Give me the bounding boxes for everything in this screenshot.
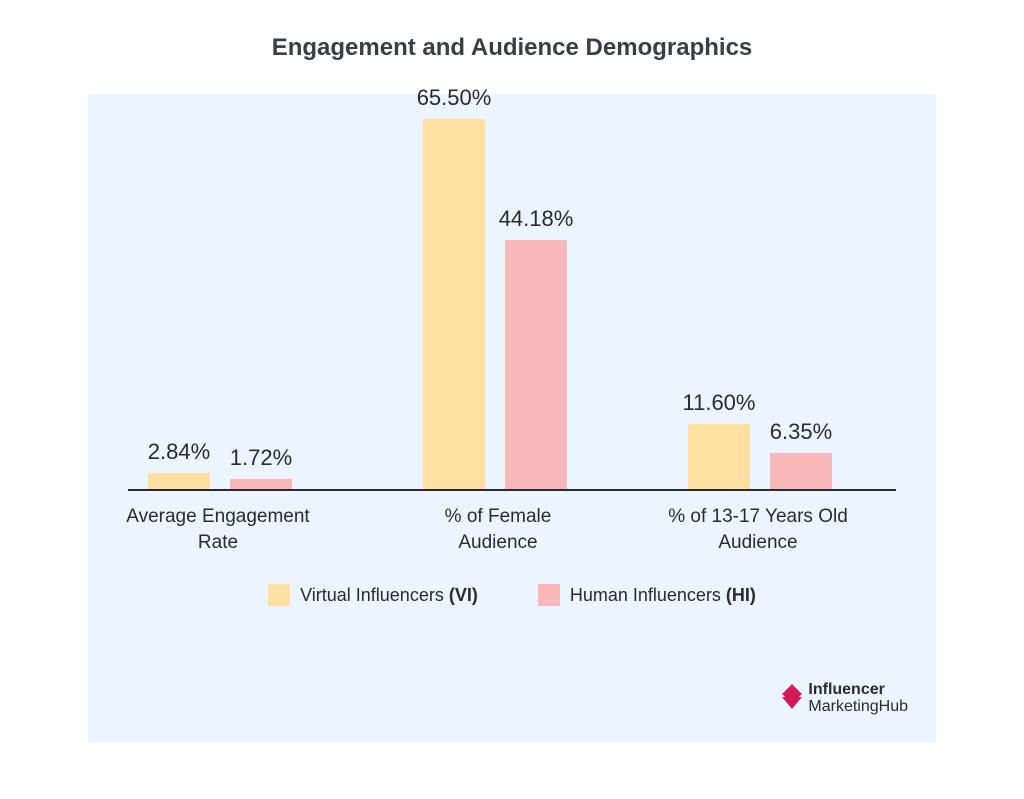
legend-text: Human Influencers	[570, 585, 726, 605]
bar-hi-engagement	[230, 479, 292, 489]
category-label-line: % of 13-17 Years Old	[668, 506, 848, 527]
bar-label-hi-age1317: 6.35%	[741, 419, 861, 445]
brand-line2: MarketingHub	[808, 698, 908, 715]
legend: Virtual Influencers (VI) Human Influence…	[88, 584, 936, 606]
category-label-line: Audience	[718, 532, 797, 553]
legend-label-vi: Virtual Influencers (VI)	[300, 585, 478, 606]
bar-group-female: 65.50% 44.18%	[423, 94, 623, 489]
legend-text: Virtual Influencers	[300, 585, 449, 605]
category-label-line: Audience	[458, 532, 537, 553]
page: Engagement and Audience Demographics 2.8…	[0, 0, 1024, 799]
category-label-line: Average Engagement	[126, 506, 309, 527]
bar-group-age1317: 11.60% 6.35%	[688, 94, 888, 489]
bar-vi-female	[423, 119, 485, 489]
legend-abbr: (HI)	[726, 585, 756, 605]
category-label-age1317: % of 13-17 Years Old Audience	[648, 504, 868, 555]
legend-item-hi: Human Influencers (HI)	[538, 584, 756, 606]
bar-label-hi-female: 44.18%	[476, 206, 596, 232]
legend-item-vi: Virtual Influencers (VI)	[268, 584, 478, 606]
legend-abbr: (VI)	[449, 585, 478, 605]
brand-line1: Influencer	[808, 681, 884, 698]
category-label-line: % of Female	[445, 506, 552, 527]
bar-label-vi-age1317: 11.60%	[659, 390, 779, 416]
bar-label-vi-female: 65.50%	[394, 85, 514, 111]
bar-label-hi-engagement: 1.72%	[201, 445, 321, 471]
x-axis-baseline	[128, 489, 896, 491]
legend-label-hi: Human Influencers (HI)	[570, 585, 756, 606]
brand-logo: Influencer MarketingHub	[782, 682, 908, 716]
chart-area: 2.84% 1.72% 65.50% 44.18% 11.60% 6.35% A…	[88, 94, 936, 742]
category-label-line: Rate	[198, 532, 238, 553]
chart-title: Engagement and Audience Demographics	[0, 0, 1024, 62]
legend-swatch-vi	[268, 584, 290, 606]
legend-swatch-hi	[538, 584, 560, 606]
bar-hi-age1317	[770, 453, 832, 489]
bar-hi-female	[505, 240, 567, 489]
category-label-engagement: Average Engagement Rate	[108, 504, 328, 555]
bar-vi-engagement	[148, 473, 210, 489]
brand-mark-icon	[782, 687, 802, 711]
bar-group-engagement: 2.84% 1.72%	[148, 94, 348, 489]
brand-text: Influencer MarketingHub	[808, 682, 908, 716]
category-label-female: % of Female Audience	[388, 504, 608, 555]
